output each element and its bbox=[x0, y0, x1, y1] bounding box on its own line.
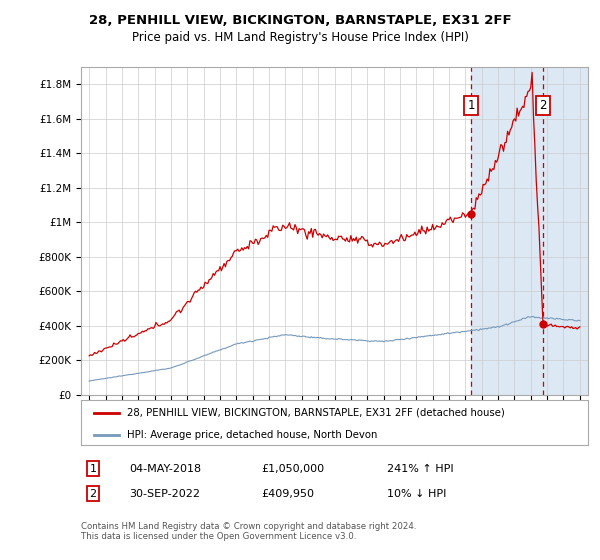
Text: Contains HM Land Registry data © Crown copyright and database right 2024.
This d: Contains HM Land Registry data © Crown c… bbox=[81, 522, 416, 542]
Text: 241% ↑ HPI: 241% ↑ HPI bbox=[387, 464, 454, 474]
Text: 28, PENHILL VIEW, BICKINGTON, BARNSTAPLE, EX31 2FF: 28, PENHILL VIEW, BICKINGTON, BARNSTAPLE… bbox=[89, 14, 511, 27]
Text: £1,050,000: £1,050,000 bbox=[261, 464, 324, 474]
Text: 2: 2 bbox=[539, 99, 547, 111]
Text: 28, PENHILL VIEW, BICKINGTON, BARNSTAPLE, EX31 2FF (detached house): 28, PENHILL VIEW, BICKINGTON, BARNSTAPLE… bbox=[127, 408, 505, 418]
Text: 04-MAY-2018: 04-MAY-2018 bbox=[129, 464, 201, 474]
Text: HPI: Average price, detached house, North Devon: HPI: Average price, detached house, Nort… bbox=[127, 430, 377, 440]
Text: £409,950: £409,950 bbox=[261, 489, 314, 499]
Bar bbox=[471, 67, 588, 395]
Text: 10% ↓ HPI: 10% ↓ HPI bbox=[387, 489, 446, 499]
Text: Price paid vs. HM Land Registry's House Price Index (HPI): Price paid vs. HM Land Registry's House … bbox=[131, 31, 469, 44]
Text: 2: 2 bbox=[89, 489, 97, 499]
Text: 1: 1 bbox=[467, 99, 475, 111]
Text: 30-SEP-2022: 30-SEP-2022 bbox=[129, 489, 200, 499]
Text: 1: 1 bbox=[89, 464, 97, 474]
